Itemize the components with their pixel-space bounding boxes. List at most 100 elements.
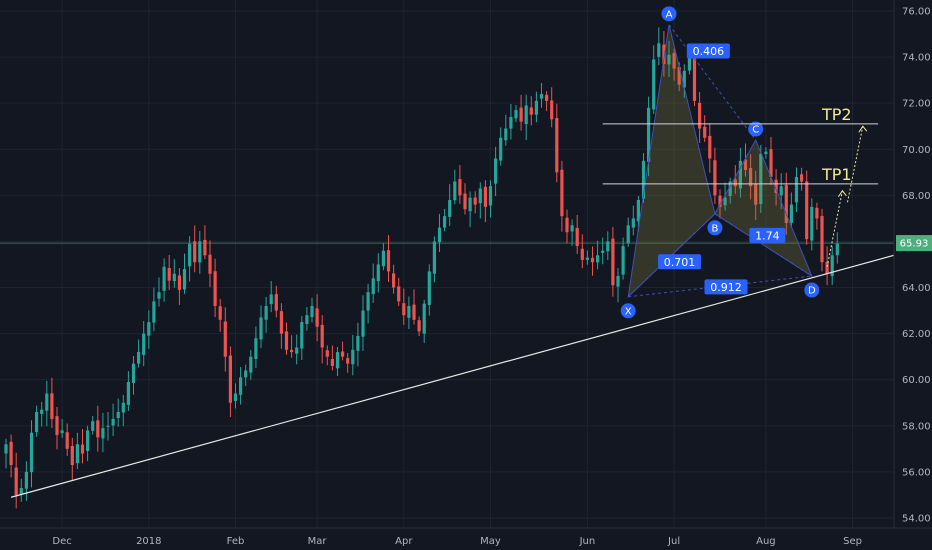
time-tick-label: May — [480, 536, 501, 547]
support-trendline[interactable] — [10, 254, 895, 498]
candle-body — [616, 276, 620, 287]
candle — [198, 230, 202, 274]
pattern-point-c: C — [748, 121, 764, 137]
candle — [65, 423, 69, 456]
candle — [652, 45, 656, 114]
candle — [657, 27, 661, 66]
candle-body — [504, 128, 508, 141]
candle — [810, 198, 814, 251]
pattern-point-marker — [748, 121, 764, 137]
candle — [305, 306, 309, 331]
candle-body — [402, 303, 406, 316]
price-tick-label: 58.00 — [902, 421, 931, 432]
candle-body — [106, 425, 110, 427]
pattern-point-marker — [804, 282, 820, 298]
pattern-point-label: D — [808, 286, 816, 297]
candle — [483, 180, 487, 223]
candle — [534, 91, 538, 123]
candle-body — [121, 402, 125, 413]
candle-body — [667, 54, 671, 65]
price-axis-background — [894, 0, 932, 550]
candle-body — [208, 254, 212, 274]
candle — [794, 167, 799, 212]
trendline[interactable] — [10, 254, 895, 498]
candle-body — [233, 393, 238, 402]
candle — [662, 31, 666, 77]
bcd-triangle — [714, 138, 813, 278]
candle-body — [443, 216, 447, 228]
candle — [351, 334, 355, 376]
candle-body — [198, 241, 202, 263]
candle-body — [794, 176, 799, 203]
candle-body — [412, 304, 416, 320]
candle-body — [453, 181, 457, 201]
candle — [494, 146, 498, 197]
candle-body — [565, 217, 569, 233]
candle-body — [463, 193, 467, 210]
price-tick-label: 56.00 — [902, 467, 931, 478]
candle — [703, 115, 707, 142]
candle-body — [692, 55, 697, 101]
candle-body — [718, 195, 722, 207]
candlestick-series — [4, 27, 839, 509]
ratio-label-box — [686, 43, 730, 59]
time-axis[interactable]: Dec 2018 Feb Mar Apr May Jun Jul Aug Sep — [0, 527, 932, 550]
candle — [35, 405, 39, 437]
candle — [295, 334, 299, 365]
candle — [24, 461, 28, 501]
candle-body — [4, 444, 8, 454]
candle — [412, 289, 416, 325]
candle — [320, 315, 324, 364]
candle — [427, 264, 431, 316]
candle-body — [698, 102, 702, 129]
candle — [789, 192, 793, 228]
candle-body — [779, 186, 783, 196]
candle — [208, 240, 212, 288]
projection-arrow-head — [837, 189, 847, 198]
candle — [121, 394, 125, 427]
candle-body — [193, 241, 197, 263]
candle-body — [137, 352, 141, 364]
candle — [213, 258, 217, 318]
candle-body — [769, 149, 773, 177]
candle-body — [805, 181, 809, 240]
price-axis[interactable]: 54.0056.0058.0060.0062.0064.0066.0068.00… — [893, 0, 932, 550]
target-lines: TP1 TP2 — [602, 105, 879, 267]
candle — [188, 236, 192, 282]
candle — [478, 182, 482, 219]
candle-body — [723, 197, 727, 206]
candle-body — [820, 216, 824, 263]
candle-body — [448, 199, 452, 217]
price-tick-label: 72.00 — [902, 99, 931, 110]
candle-body — [509, 117, 513, 129]
ratio-label-box — [704, 279, 748, 295]
candle — [749, 154, 753, 200]
time-tick-label: Mar — [308, 536, 328, 547]
candle — [96, 405, 100, 452]
candle-body — [182, 269, 187, 290]
candle — [830, 245, 834, 286]
candle-body — [203, 239, 207, 256]
candle-body — [483, 186, 487, 207]
candle — [381, 243, 385, 271]
candle-body — [371, 278, 375, 295]
candle — [45, 380, 49, 427]
candle — [264, 297, 268, 333]
candle — [126, 371, 130, 411]
candle-body — [126, 382, 130, 405]
candle-body — [381, 250, 385, 267]
candle-body — [65, 432, 69, 449]
candle — [555, 103, 559, 183]
price-tick-label: 62.00 — [902, 329, 931, 340]
candle — [835, 232, 839, 264]
candle — [137, 339, 141, 368]
candle — [376, 253, 380, 293]
candle-body — [50, 393, 54, 419]
candle-body — [264, 305, 268, 320]
candle — [784, 172, 788, 235]
candle — [468, 191, 472, 228]
candle-body — [524, 105, 528, 125]
candle — [111, 403, 115, 437]
time-tick-label: Aug — [756, 536, 776, 547]
